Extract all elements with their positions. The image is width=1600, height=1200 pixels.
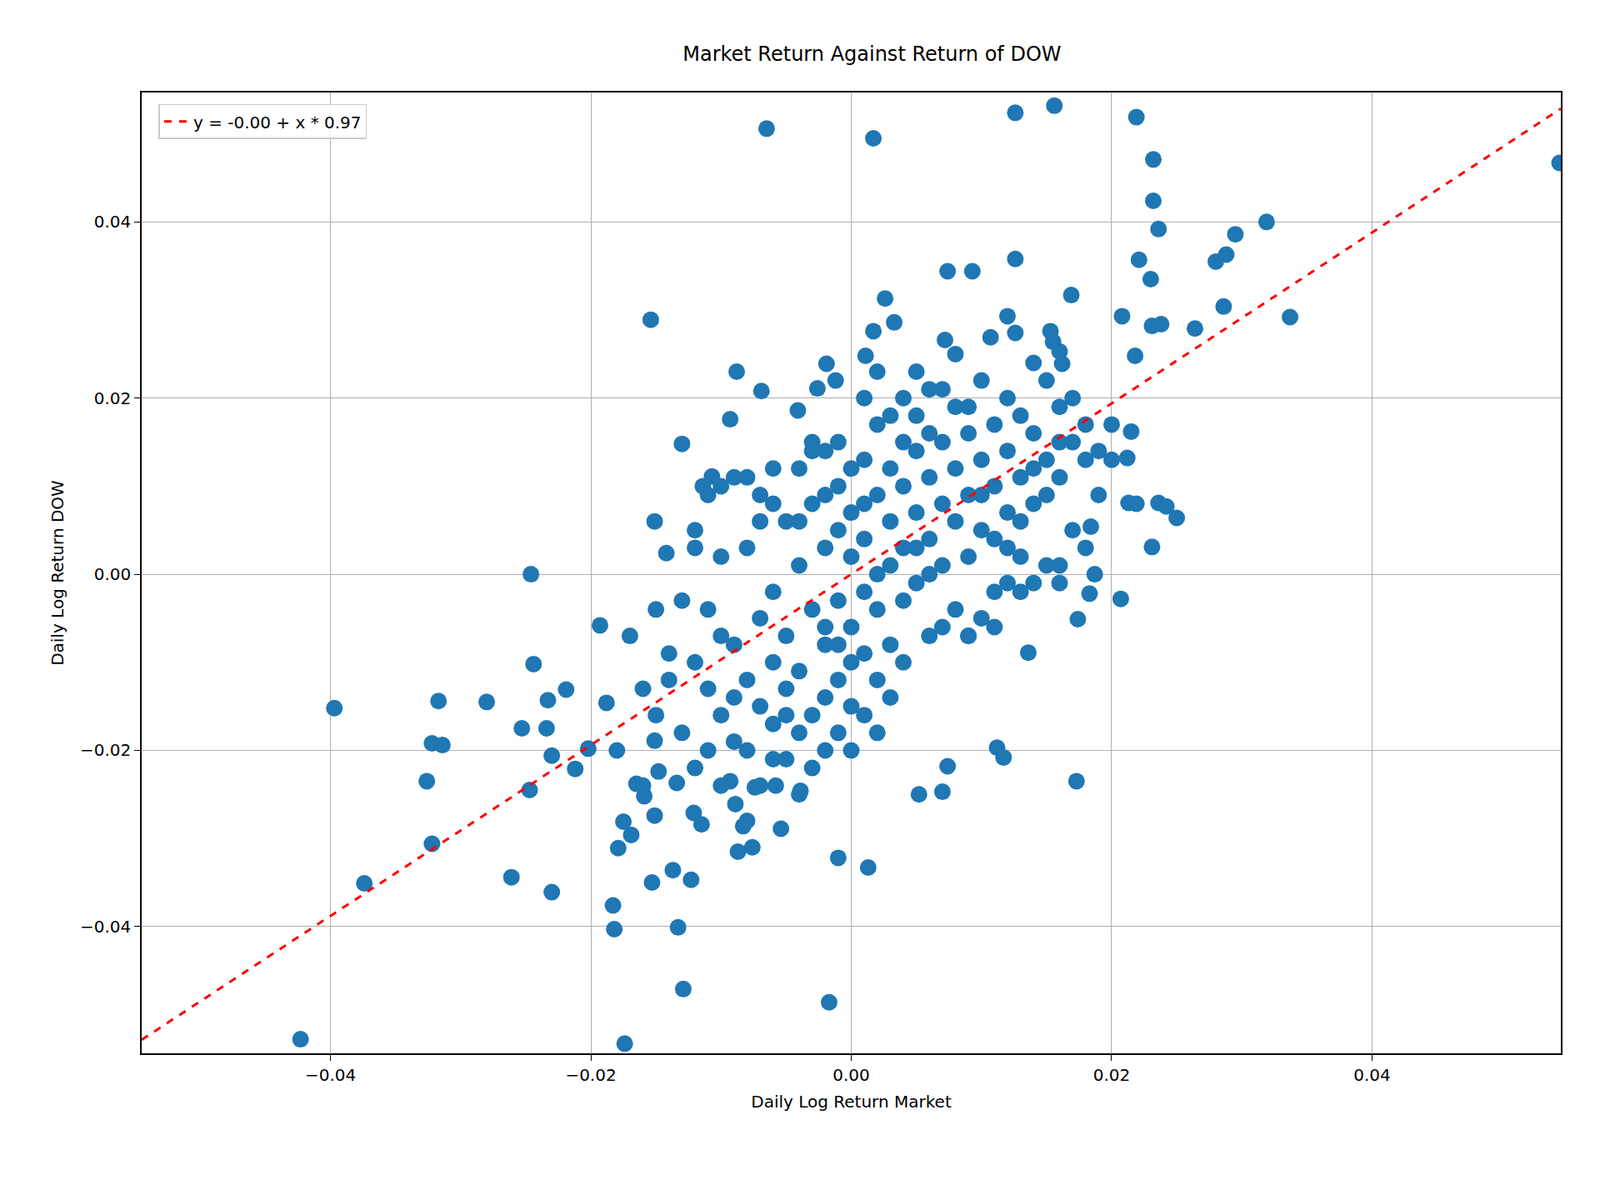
svg-text:Daily Log Return Market: Daily Log Return Market: [750, 1091, 952, 1112]
svg-text:0.00: 0.00: [94, 564, 132, 585]
svg-text:0.02: 0.02: [1093, 1065, 1131, 1085]
svg-text:0.02: 0.02: [94, 388, 132, 409]
svg-text:−0.02: −0.02: [80, 740, 131, 760]
svg-text:0.04: 0.04: [1353, 1065, 1391, 1085]
svg-text:−0.04: −0.04: [305, 1065, 356, 1085]
svg-text:Daily Log Return DOW: Daily Log Return DOW: [47, 480, 68, 666]
svg-text:−0.02: −0.02: [565, 1065, 616, 1085]
svg-text:0.04: 0.04: [94, 211, 132, 232]
svg-text:Market Return Against Return o: Market Return Against Return of DOW: [682, 42, 1061, 66]
svg-text:−0.04: −0.04: [80, 916, 131, 937]
svg-text:0.00: 0.00: [832, 1065, 870, 1085]
svg-text:y = -0.00 + x * 0.97: y = -0.00 + x * 0.97: [193, 112, 362, 133]
